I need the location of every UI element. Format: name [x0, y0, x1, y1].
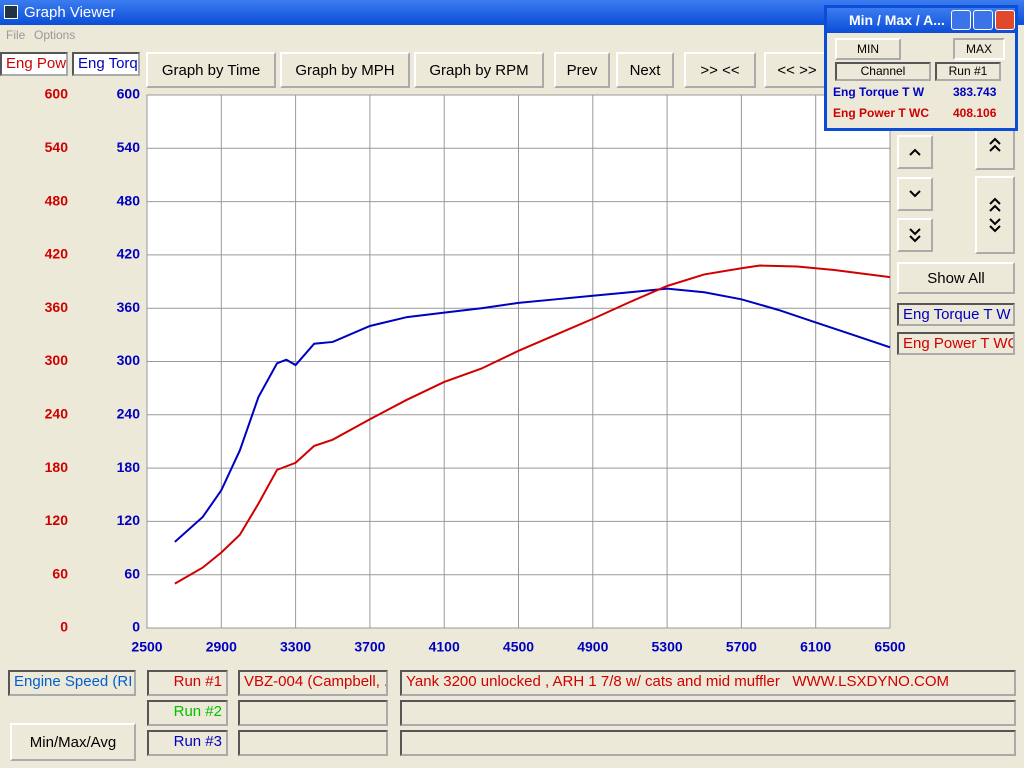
series-line — [174, 287, 891, 543]
x-tick-label: 3300 — [280, 639, 311, 655]
run-label: Run #1 — [147, 670, 228, 696]
x-tick-label: 6500 — [874, 639, 905, 655]
column-header: Channel — [835, 62, 931, 81]
x-tick-label: 3700 — [354, 639, 385, 655]
x-tick-label: 4100 — [429, 639, 460, 655]
legend-entry[interactable]: Eng Torque T W — [897, 303, 1015, 326]
arrow-icon — [909, 148, 921, 156]
arrow-icon — [989, 137, 1001, 152]
menu-item[interactable]: Options — [34, 28, 76, 42]
min-button[interactable]: MIN — [835, 38, 901, 60]
maximize-button[interactable] — [973, 10, 993, 30]
scroll-down-button[interactable] — [897, 177, 933, 211]
max-button[interactable]: MAX — [953, 38, 1005, 60]
series-line — [174, 264, 891, 585]
row-channel: Eng Torque T W — [833, 85, 925, 99]
show-all-button[interactable]: Show All — [897, 262, 1015, 294]
close-button[interactable] — [995, 10, 1015, 30]
y-tick-label: 360 — [117, 299, 141, 315]
app-icon — [4, 5, 18, 19]
run-notes — [400, 730, 1016, 756]
arrow-icon — [909, 190, 921, 198]
run-notes — [400, 700, 1016, 726]
page-down-button[interactable] — [897, 218, 933, 252]
x-channel-field[interactable]: Engine Speed (RI — [8, 670, 136, 696]
run-name — [238, 700, 388, 726]
y2-tick-label: 600 — [45, 86, 69, 102]
y-tick-label: 540 — [117, 139, 141, 155]
channel-field[interactable]: Eng Torq — [72, 52, 140, 76]
toolbar-button[interactable]: Graph by Time — [146, 52, 276, 88]
run-label: Run #3 — [147, 730, 228, 756]
minmax-title: Min / Max / A... — [849, 12, 945, 28]
minimize-button[interactable] — [951, 10, 971, 30]
legend-entry[interactable]: Eng Power T WC — [897, 332, 1015, 355]
minmax-title-bar: Min / Max / A... — [827, 8, 1015, 33]
y-tick-label: 240 — [117, 406, 141, 422]
y-tick-label: 120 — [117, 512, 141, 528]
y2-tick-label: 0 — [60, 619, 68, 635]
row-value: 383.743 — [953, 85, 997, 99]
y2-tick-label: 180 — [45, 459, 69, 475]
y2-tick-label: 300 — [45, 352, 69, 368]
y-tick-label: 480 — [117, 192, 141, 208]
run-label: Run #2 — [147, 700, 228, 726]
toolbar-button[interactable]: Prev — [554, 52, 610, 88]
y-tick-label: 420 — [117, 246, 141, 262]
y2-tick-label: 120 — [45, 512, 69, 528]
column-header: Run #1 — [935, 62, 1001, 81]
y-tick-label: 300 — [117, 352, 141, 368]
y2-tick-label: 360 — [45, 299, 69, 315]
row-value: 408.106 — [953, 106, 997, 120]
x-tick-label: 2900 — [206, 639, 237, 655]
channel-field[interactable]: Eng Powe — [0, 52, 68, 76]
run-name: VBZ-004 (Campbell, . — [238, 670, 388, 696]
minmax-button[interactable]: Min/Max/Avg — [10, 723, 136, 761]
y2-tick-label: 60 — [52, 565, 68, 581]
x-tick-label: 6100 — [800, 639, 831, 655]
menu-item[interactable]: File — [6, 28, 26, 42]
y2-tick-label: 480 — [45, 192, 69, 208]
x-tick-label: 5700 — [726, 639, 757, 655]
minmax-window: Min / Max / A... MIN MAX Channel Run #1 … — [824, 5, 1018, 131]
toolbar-button[interactable]: << >> — [764, 52, 830, 88]
y-tick-label: 0 — [132, 619, 140, 635]
row-channel: Eng Power T WC — [833, 106, 929, 120]
toolbar-button[interactable]: >> << — [684, 52, 756, 88]
arrow-icon — [989, 197, 1001, 233]
x-tick-label: 4900 — [577, 639, 608, 655]
y2-tick-label: 540 — [45, 139, 69, 155]
arrow-icon — [909, 228, 921, 243]
y-tick-label: 600 — [117, 86, 141, 102]
run-notes: Yank 3200 unlocked , ARH 1 7/8 w/ cats a… — [400, 670, 1016, 696]
y-tick-label: 180 — [117, 459, 141, 475]
toolbar-button[interactable]: Graph by RPM — [414, 52, 544, 88]
zoom-button[interactable] — [975, 176, 1015, 254]
run-name — [238, 730, 388, 756]
y2-tick-label: 240 — [45, 406, 69, 422]
toolbar-button[interactable]: Next — [616, 52, 674, 88]
scroll-up-button[interactable] — [897, 135, 933, 169]
y2-tick-label: 420 — [45, 246, 69, 262]
toolbar-button[interactable]: Graph by MPH — [280, 52, 410, 88]
y-tick-label: 60 — [124, 565, 140, 581]
x-tick-label: 4500 — [503, 639, 534, 655]
x-tick-label: 2500 — [131, 639, 162, 655]
window-title: Graph Viewer — [24, 4, 116, 21]
x-tick-label: 5300 — [652, 639, 683, 655]
